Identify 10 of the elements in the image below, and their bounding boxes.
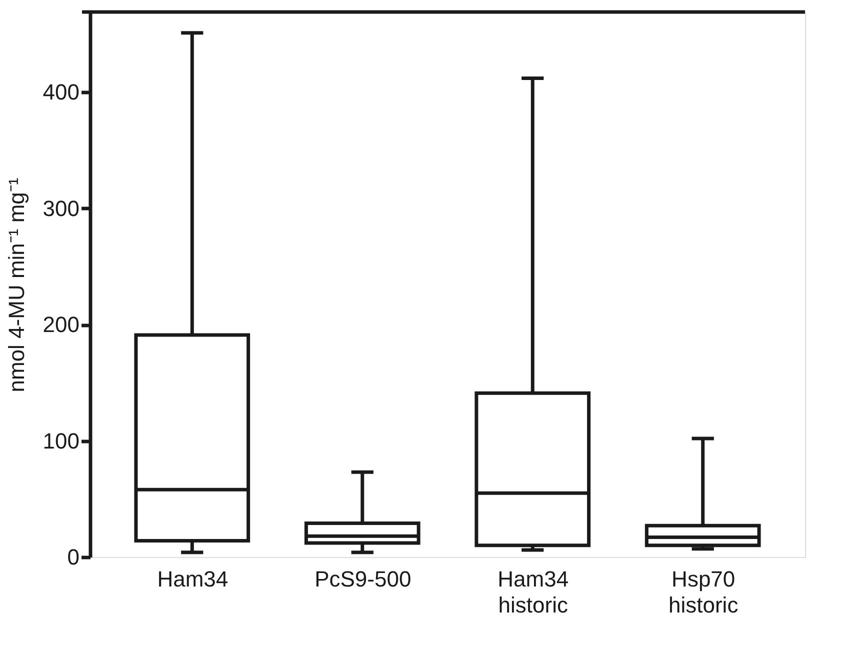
y-axis-title: nmol 4-MU min⁻¹ mg⁻¹ [4, 178, 29, 392]
y-tick-label: 0 [67, 544, 80, 570]
x-tick-label: Hsp70 historic [668, 566, 738, 618]
y-tick-label: 100 [42, 428, 80, 454]
y-tick-label: 300 [42, 196, 80, 221]
x-tick-label: Ham34 [157, 566, 228, 592]
y-tick-label: 400 [42, 80, 80, 105]
x-tick-label: PcS9-500 [314, 566, 412, 592]
y-tick-label: 200 [42, 312, 80, 338]
x-tick-label: Ham34 historic [498, 566, 569, 618]
